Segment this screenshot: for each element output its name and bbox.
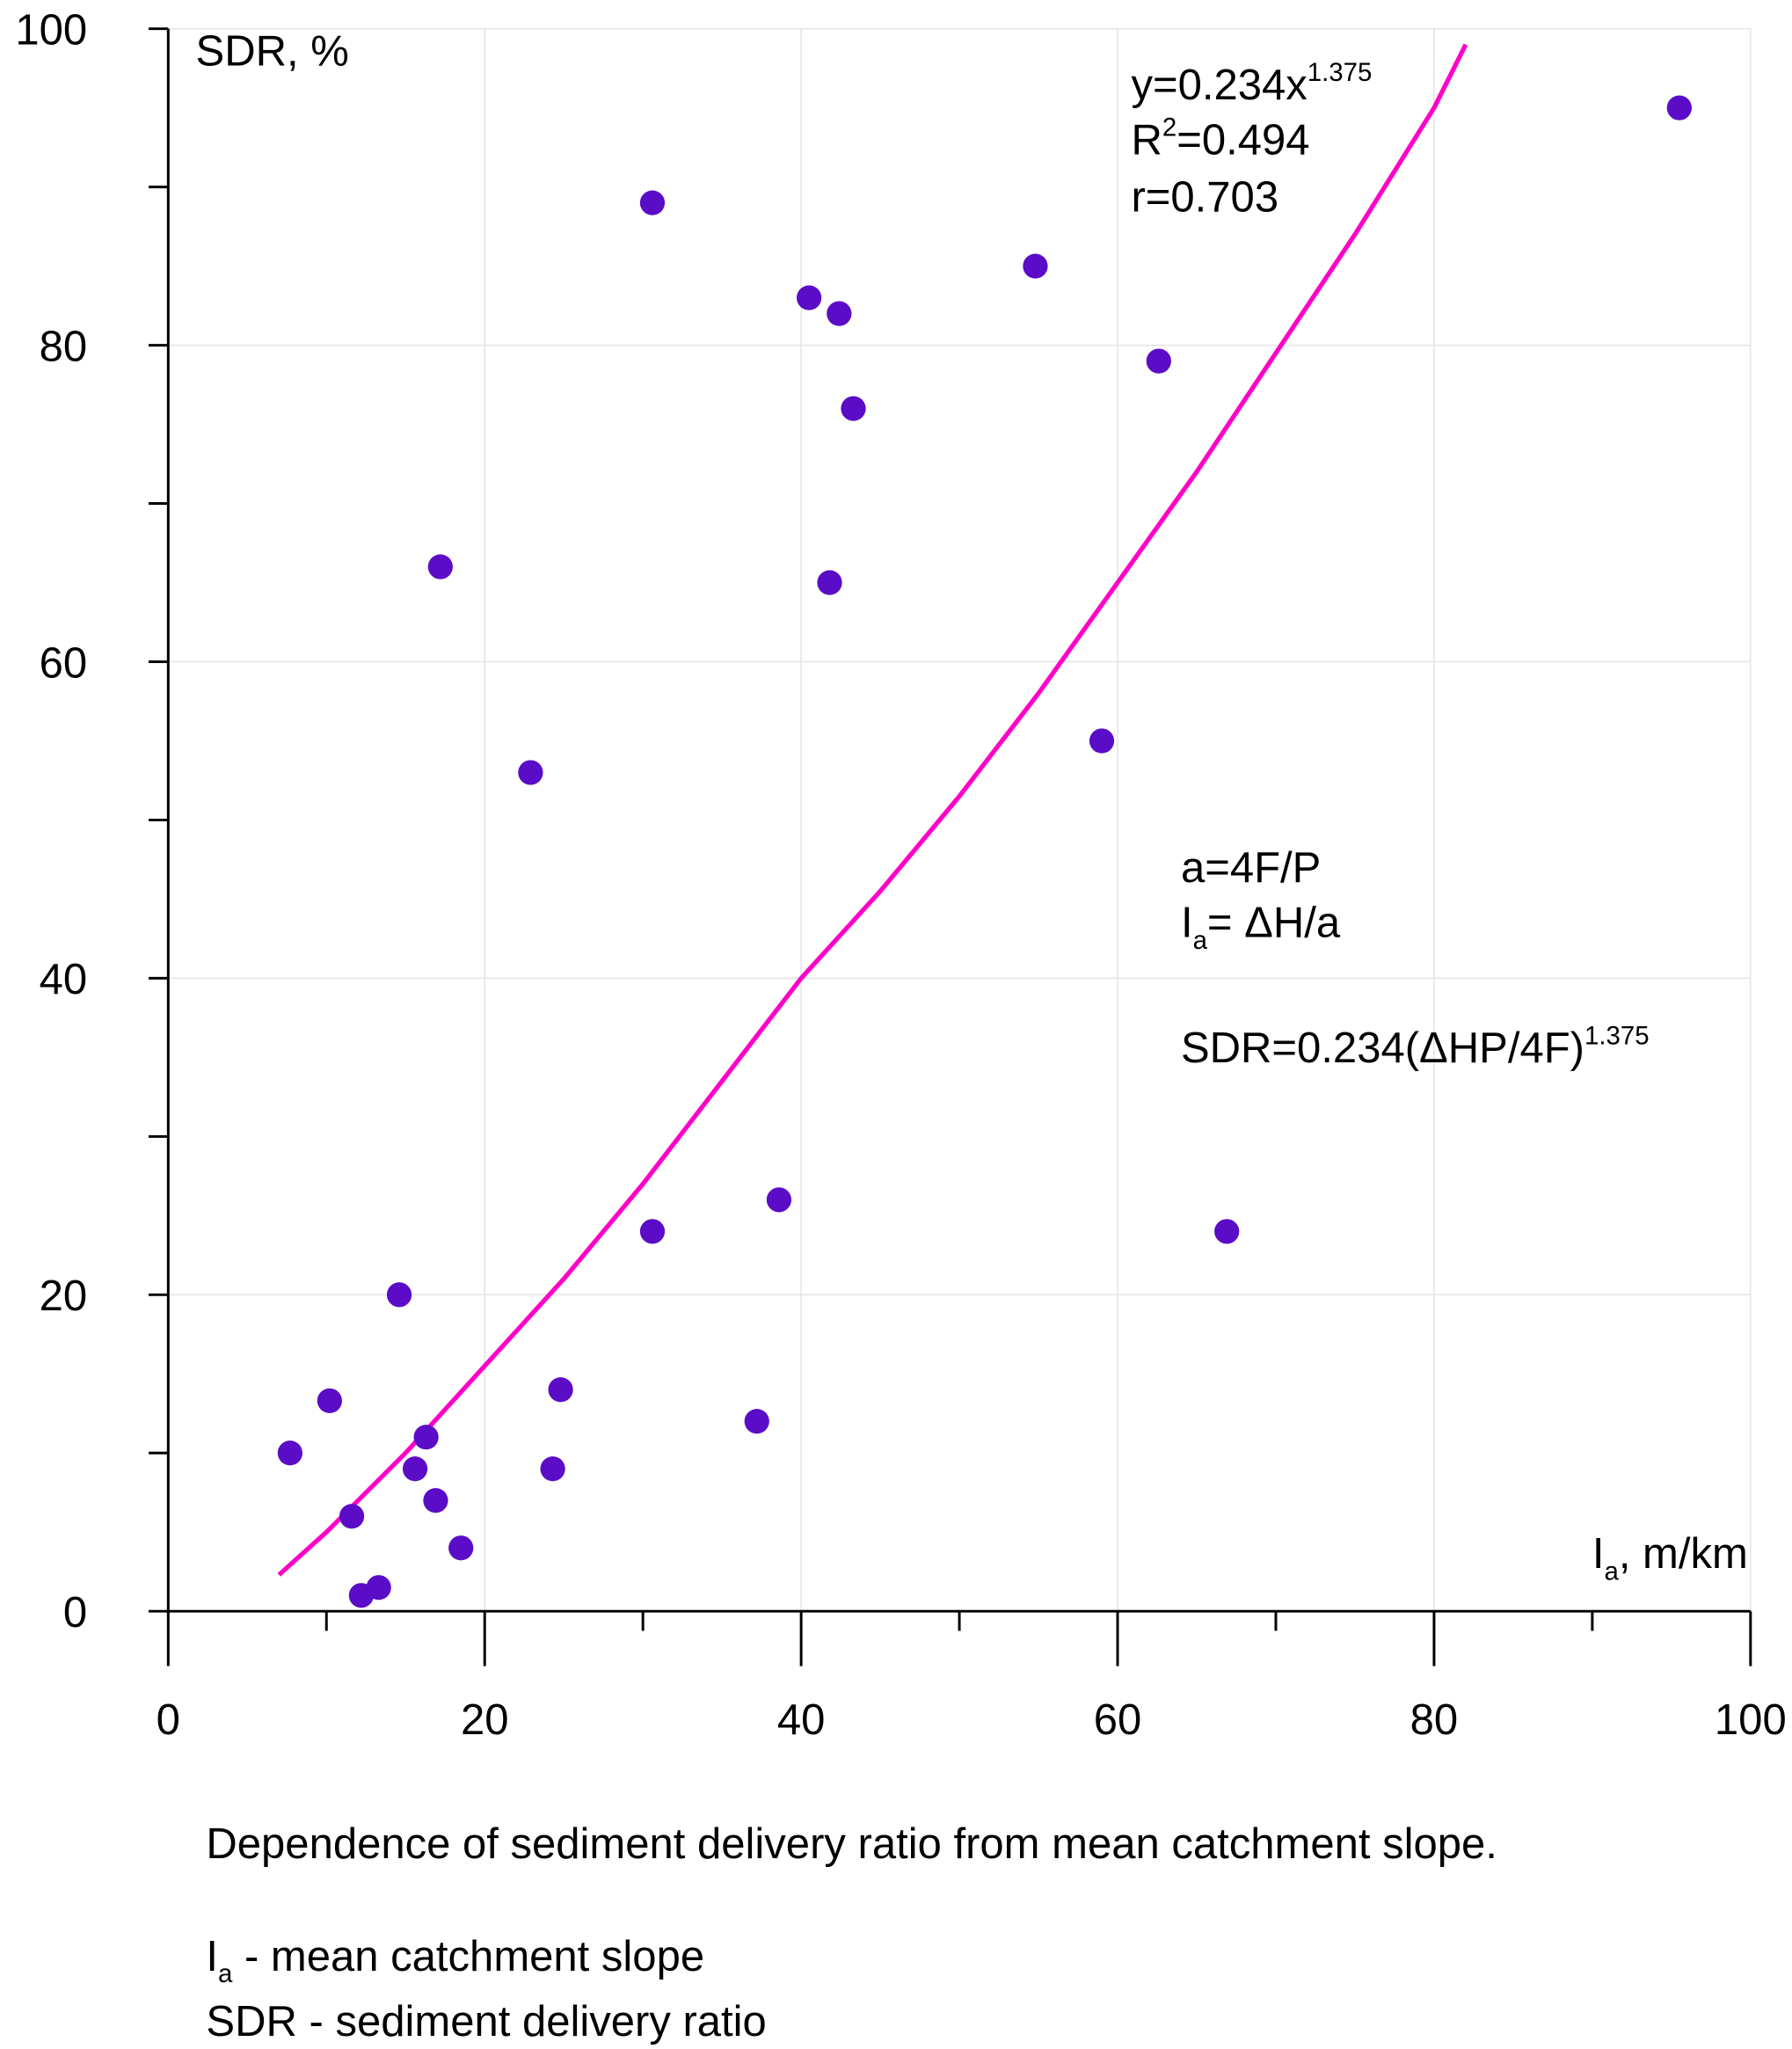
annotation-part: a=4F/P (1181, 844, 1321, 892)
caption: SDR - sediment delivery ratio (206, 1998, 766, 2045)
annotation-part: SDR=0.234(ΔHP/4F) (1181, 1024, 1584, 1072)
annotation: a=4F/P (1181, 844, 1321, 892)
annotation: y=0.234x1.375 (1131, 58, 1372, 109)
point (766, 1187, 792, 1213)
fit-line (277, 43, 1468, 1577)
annotation-part: y=0.234x (1131, 62, 1307, 109)
point (348, 1583, 374, 1608)
point (841, 396, 866, 421)
annotation: R2=0.494 (1131, 113, 1309, 164)
annotation-part: =0.494 (1176, 116, 1309, 164)
point (518, 760, 543, 785)
annotation-part: a (1193, 926, 1208, 955)
x-tick-label: 0 (157, 1696, 180, 1744)
x-axis-label-part: , m/km (1619, 1530, 1748, 1578)
point (817, 570, 842, 595)
x-tick-label: 40 (777, 1696, 826, 1744)
point (1666, 95, 1692, 120)
x-axis-label: Ia, m/km (1592, 1530, 1748, 1586)
annotation: SDR=0.234(ΔHP/4F)1.375 (1181, 1021, 1650, 1072)
x-axis-label-part: a (1604, 1557, 1619, 1586)
point (796, 285, 822, 310)
annotation: r=0.703 (1131, 174, 1278, 222)
caption-part: a (218, 1959, 233, 1988)
caption-part: - mean catchment slope (232, 1933, 704, 1980)
x-tick-label: 100 (1715, 1696, 1787, 1744)
annotation-part: 1.375 (1308, 58, 1373, 87)
annotation-part: R (1131, 116, 1162, 164)
x-axis-label-part: I (1592, 1530, 1605, 1578)
point (386, 1282, 412, 1308)
caption: Dependence of sediment delivery ratio fr… (206, 1820, 1497, 1868)
x-tick-label: 20 (461, 1696, 509, 1744)
y-tick-label: 0 (63, 1589, 87, 1637)
annotation-part: 2 (1162, 113, 1176, 142)
point (339, 1504, 365, 1529)
point (744, 1409, 769, 1434)
caption: Ia - mean catchment slope (206, 1933, 704, 1988)
point (427, 554, 453, 580)
annotation-part: I (1181, 899, 1193, 946)
annotation-part: r=0.703 (1131, 174, 1278, 222)
x-tick-label: 60 (1094, 1696, 1142, 1744)
point (423, 1488, 448, 1513)
y-tick-label: 100 (15, 7, 87, 55)
point (639, 190, 666, 215)
point (1214, 1219, 1240, 1244)
point (827, 301, 852, 326)
point (448, 1535, 474, 1561)
point (277, 1440, 302, 1466)
caption-part: Dependence of sediment delivery ratio fr… (206, 1820, 1497, 1868)
annotation: Ia= ΔH/a (1181, 899, 1341, 954)
point (540, 1456, 565, 1482)
y-tick-label: 40 (40, 956, 88, 1003)
point (402, 1456, 428, 1482)
y-tick-label: 60 (40, 639, 88, 687)
x-tick-label: 80 (1410, 1696, 1459, 1744)
point (413, 1425, 439, 1450)
y-tick-label: 80 (40, 323, 88, 370)
annotation-part: = ΔH/a (1207, 899, 1341, 946)
caption-part: I (206, 1933, 218, 1980)
point (548, 1377, 573, 1403)
y-axis-label: SDR, % (196, 27, 349, 75)
point (1023, 253, 1048, 279)
y-tick-label: 20 (40, 1272, 88, 1320)
point (1089, 728, 1115, 754)
point (317, 1388, 342, 1413)
point (1146, 348, 1171, 374)
caption-part: SDR - sediment delivery ratio (206, 1998, 766, 2045)
annotation-part: 1.375 (1584, 1021, 1650, 1050)
point (639, 1219, 666, 1244)
